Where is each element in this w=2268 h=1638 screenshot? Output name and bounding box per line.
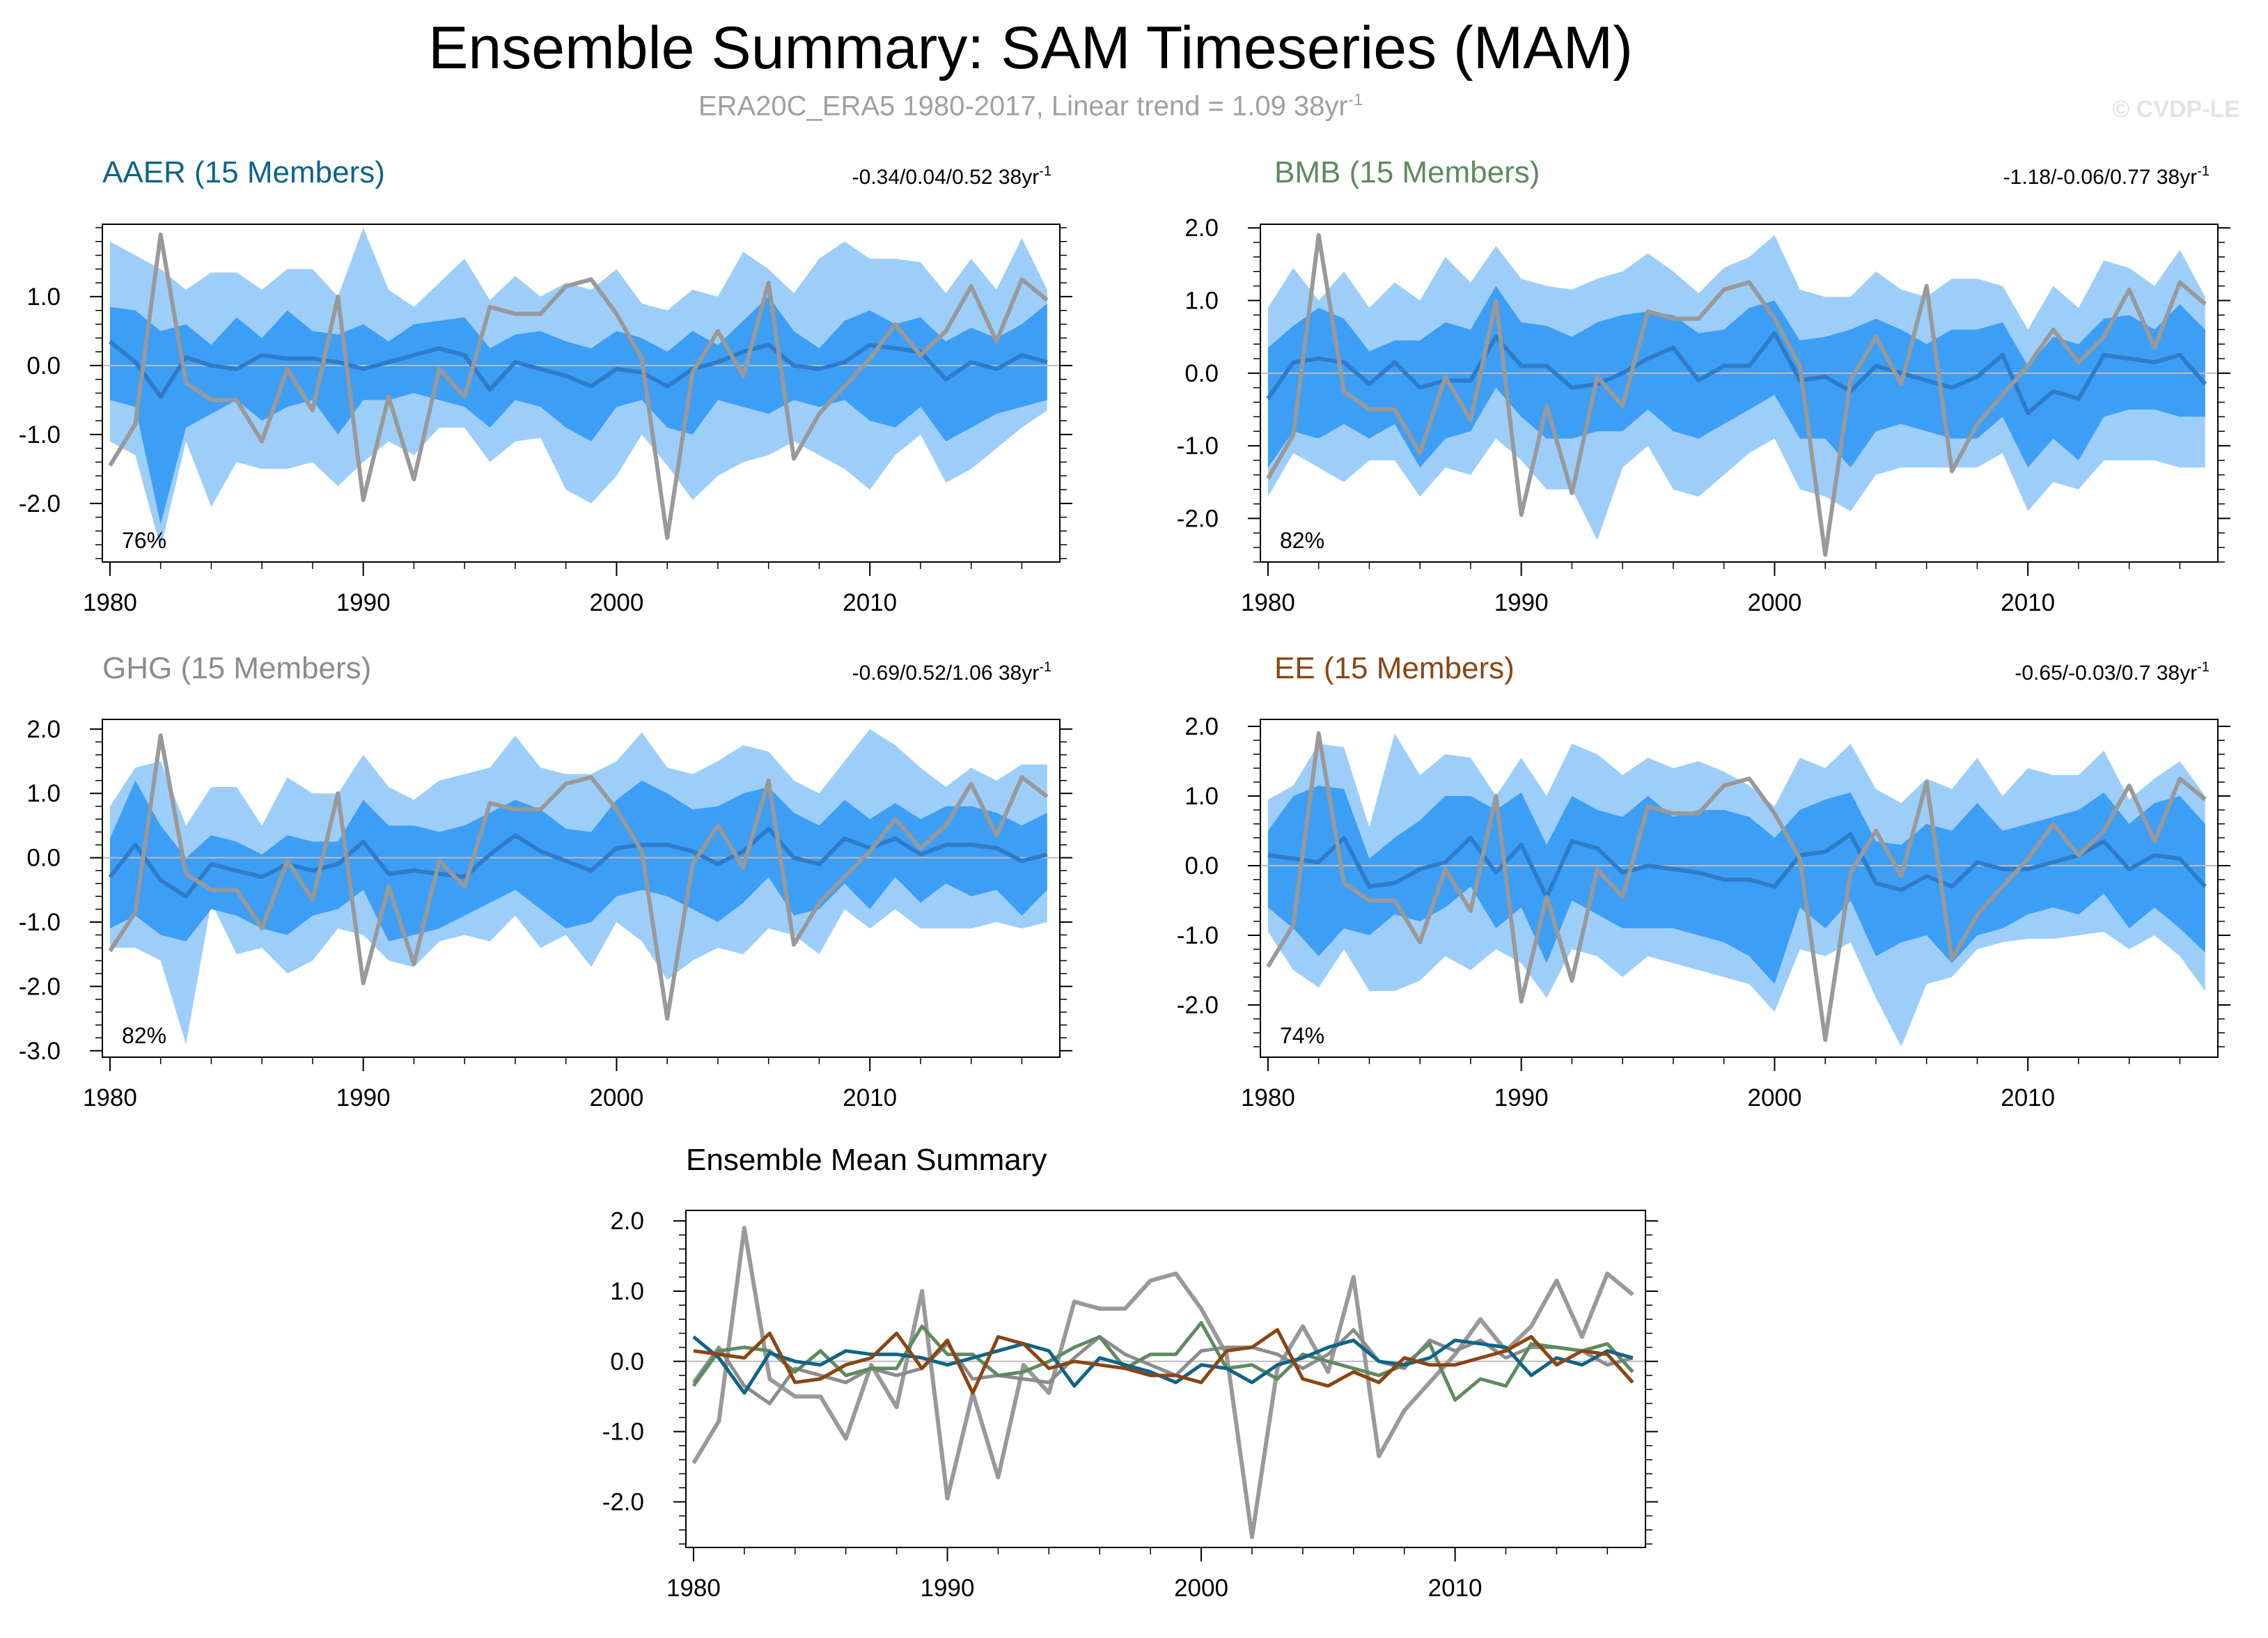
aaer-trend-text: -0.34/0.04/0.52 38yr	[852, 166, 1040, 189]
summary-panel-title: Ensemble Mean Summary	[686, 1143, 1047, 1177]
ghg-inner-spread-band	[109, 780, 1047, 942]
summary-y-tick-label: 1.0	[610, 1278, 644, 1305]
ghg-y-tick-label: -2.0	[19, 973, 61, 1000]
subtitle-text: ERA20C_ERA5 1980-2017, Linear trend = 1.…	[698, 91, 1348, 122]
aaer-y-tick-label: 1.0	[26, 283, 61, 311]
ghg-x-tick-label: 2000	[589, 1084, 643, 1112]
summary-y-tick-label: -2.0	[602, 1488, 644, 1515]
bmb-ensemble-mean-line	[1266, 331, 2207, 416]
subtitle-superscript: -1	[1347, 91, 1363, 109]
aaer-x-tick-label: 1990	[336, 589, 391, 616]
aaer-observed-line	[108, 232, 1049, 540]
ee-y-tick-label: -2.0	[1177, 992, 1219, 1019]
copyright-label: © CVDP-LE	[2112, 96, 2240, 123]
aaer-ensemble-mean-line	[109, 339, 1048, 399]
ghg-y-tick-label: -1.0	[19, 909, 61, 936]
ee-trend-superscript: -1	[2197, 660, 2210, 675]
ee-x-tick-label: 1980	[1241, 1084, 1295, 1112]
aaer-percent-label: 76%	[122, 528, 166, 553]
bmb-percent-label: 82%	[1280, 528, 1324, 553]
ghg-y-tick-label: -3.0	[19, 1038, 61, 1065]
bmb-y-tick-label: 1.0	[1184, 288, 1219, 315]
bmb-x-tick-label: 1990	[1494, 589, 1549, 616]
bmb-trend-stat: -1.18/-0.06/0.77 38yr-1	[2003, 164, 2210, 189]
bmb-y-tick-label: 0.0	[1184, 360, 1219, 387]
summary-x-tick-label: 1980	[666, 1575, 721, 1602]
summary-y-tick-label: 2.0	[610, 1208, 644, 1235]
aaer-y-tick-label: -1.0	[19, 421, 61, 448]
bmb-y-tick-label: -1.0	[1177, 432, 1219, 460]
summary-bmb-line	[691, 1320, 1634, 1402]
ghg-x-tick-label: 2010	[843, 1084, 897, 1112]
summary-y-tick-label: 0.0	[610, 1348, 644, 1375]
ee-percent-label: 74%	[1280, 1023, 1324, 1048]
summary-x-tick-label: 2000	[1174, 1575, 1228, 1602]
ee-panel-title: EE (15 Members)	[1274, 651, 1515, 685]
ee-plot-frame	[1260, 719, 2219, 1058]
ghg-y-tick-label: 1.0	[26, 780, 61, 807]
figure-title: Ensemble Summary: SAM Timeseries (MAM)	[428, 15, 1633, 81]
ee-y-tick-label: 2.0	[1184, 713, 1219, 740]
bmb-observed-line	[1266, 233, 2207, 557]
bmb-x-tick-label: 2000	[1747, 589, 1801, 616]
aaer-x-tick-label: 2010	[843, 589, 897, 616]
ghg-plot-frame	[102, 719, 1061, 1058]
ghg-y-tick-label: 2.0	[26, 716, 61, 743]
ee-ensemble-mean-line	[1267, 832, 2207, 899]
summary-observed-line	[691, 1226, 1634, 1539]
bmb-y-tick-label: -2.0	[1177, 505, 1219, 532]
summary-x-tick-label: 1990	[921, 1575, 975, 1602]
summary-ee-line	[693, 1327, 1634, 1395]
ghg-panel-title: GHG (15 Members)	[102, 651, 371, 685]
bmb-plot-frame	[1260, 224, 2219, 563]
aaer-x-tick-label: 2000	[589, 589, 643, 616]
aaer-trend-stat: -0.34/0.04/0.52 38yr-1	[852, 164, 1051, 189]
summary-aaer-line	[692, 1335, 1634, 1395]
aaer-y-tick-label: 0.0	[26, 352, 61, 380]
ghg-ensemble-mean-line	[108, 827, 1048, 899]
aaer-panel-title: AAER (15 Members)	[102, 155, 385, 189]
ee-y-tick-label: 0.0	[1184, 852, 1219, 880]
bmb-x-tick-label: 2010	[2001, 589, 2055, 616]
aaer-x-tick-label: 1980	[83, 589, 137, 616]
bmb-trend-superscript: -1	[2197, 164, 2210, 179]
summary-plot-frame	[685, 1210, 1646, 1548]
bmb-inner-spread-band	[1267, 286, 2205, 468]
aaer-y-tick-label: -2.0	[19, 490, 61, 517]
ghg-trend-stat: -0.69/0.52/1.06 38yr-1	[852, 660, 1051, 685]
summary-x-tick-label: 2010	[1428, 1575, 1483, 1602]
ee-trend-text: -0.65/-0.03/0.7 38yr	[2015, 662, 2197, 685]
ghg-observed-line	[108, 733, 1049, 1021]
bmb-y-tick-label: 2.0	[1184, 214, 1219, 242]
ghg-y-tick-label: 0.0	[26, 845, 61, 872]
ee-y-tick-label: 1.0	[1184, 783, 1219, 810]
aaer-trend-superscript: -1	[1039, 164, 1051, 179]
ee-x-tick-label: 1990	[1494, 1084, 1549, 1112]
figure-subtitle: ERA20C_ERA5 1980-2017, Linear trend = 1.…	[0, 91, 2061, 122]
ee-trend-stat: -0.65/-0.03/0.7 38yr-1	[2015, 660, 2210, 685]
ghg-percent-label: 82%	[122, 1023, 166, 1048]
bmb-panel-title: BMB (15 Members)	[1274, 155, 1540, 189]
ee-x-tick-label: 2010	[2001, 1084, 2055, 1112]
ee-observed-line	[1266, 731, 2207, 1042]
ghg-trend-text: -0.69/0.52/1.06 38yr	[852, 662, 1040, 685]
summary-y-tick-label: -1.0	[602, 1419, 644, 1446]
ee-y-tick-label: -1.0	[1177, 922, 1219, 949]
ghg-x-tick-label: 1990	[336, 1084, 391, 1112]
bmb-trend-text: -1.18/-0.06/0.77 38yr	[2003, 166, 2198, 189]
ghg-trend-superscript: -1	[1039, 660, 1051, 675]
ghg-x-tick-label: 1980	[83, 1084, 137, 1112]
ee-x-tick-label: 2000	[1747, 1084, 1801, 1112]
bmb-x-tick-label: 1980	[1241, 589, 1295, 616]
